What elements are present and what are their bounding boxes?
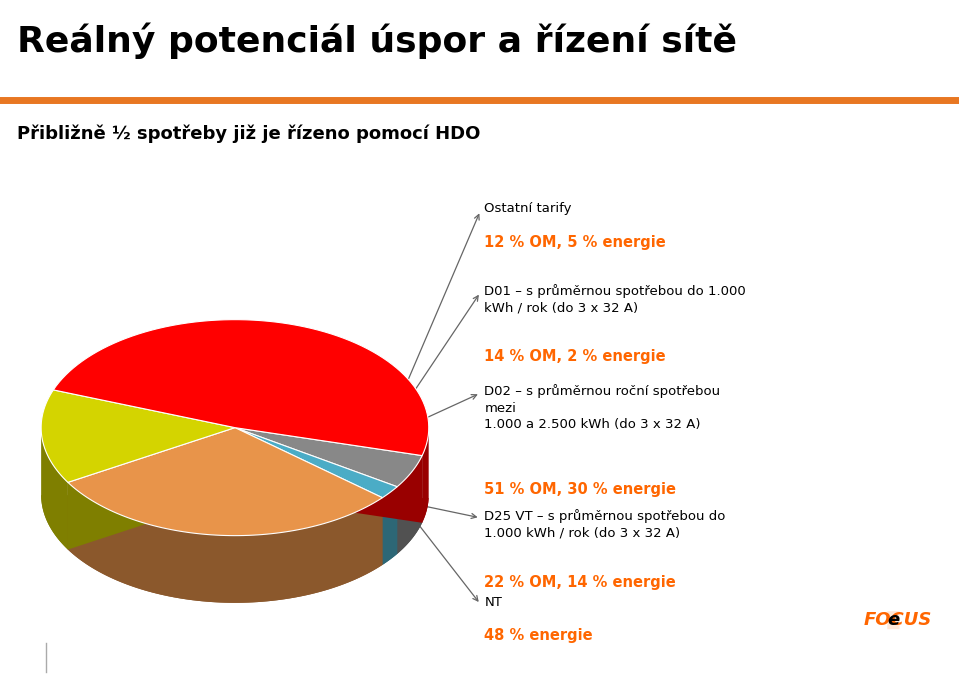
Text: 22 % OM, 14 % energie: 22 % OM, 14 % energie xyxy=(484,575,676,589)
Polygon shape xyxy=(235,495,397,565)
Polygon shape xyxy=(41,428,68,550)
Text: D25 VT – s průměrnou spotřebou do
1.000 kWh / rok (do 3 x 32 A): D25 VT – s průměrnou spotřebou do 1.000 … xyxy=(484,509,726,539)
Polygon shape xyxy=(68,428,235,550)
Polygon shape xyxy=(68,495,383,603)
Text: FOCUS: FOCUS xyxy=(864,611,932,629)
Polygon shape xyxy=(235,495,422,554)
Text: Reálný potenciál úspor a řízení sítě: Reálný potenciál úspor a řízení sítě xyxy=(17,23,737,59)
Polygon shape xyxy=(235,428,422,487)
Text: NT: NT xyxy=(484,596,503,608)
Polygon shape xyxy=(235,428,397,554)
Text: e: e xyxy=(887,611,900,629)
Polygon shape xyxy=(422,431,429,523)
Text: 17: 17 xyxy=(17,650,38,665)
Polygon shape xyxy=(235,428,422,523)
Text: 14 % OM, 2 % energie: 14 % OM, 2 % energie xyxy=(484,349,666,364)
Polygon shape xyxy=(383,487,397,565)
Text: Tarifní statistika 2010 – energie distribuovaná na území ČEZ ČR, segment MOO: Tarifní statistika 2010 – energie distri… xyxy=(56,650,524,665)
Polygon shape xyxy=(41,390,235,483)
Text: Ostatní tarify: Ostatní tarify xyxy=(484,202,572,215)
Polygon shape xyxy=(397,456,422,554)
Polygon shape xyxy=(235,428,397,498)
Polygon shape xyxy=(235,428,383,565)
Text: 51 % OM, 30 % energie: 51 % OM, 30 % energie xyxy=(484,483,676,498)
Polygon shape xyxy=(41,495,235,550)
Polygon shape xyxy=(68,428,235,550)
Polygon shape xyxy=(235,495,429,523)
Polygon shape xyxy=(235,428,383,565)
Polygon shape xyxy=(235,428,397,554)
Polygon shape xyxy=(68,428,383,535)
Polygon shape xyxy=(54,320,429,456)
Text: 12 % OM, 5 % energie: 12 % OM, 5 % energie xyxy=(484,235,667,249)
Text: D01 – s průměrnou spotřebou do 1.000
kWh / rok (do 3 x 32 A): D01 – s průměrnou spotřebou do 1.000 kWh… xyxy=(484,284,746,314)
Text: D02 – s průměrnou roční spotřebou
mezi
1.000 a 2.500 kWh (do 3 x 32 A): D02 – s průměrnou roční spotřebou mezi 1… xyxy=(484,385,720,431)
Text: 48 % energie: 48 % energie xyxy=(484,628,593,644)
Polygon shape xyxy=(68,483,383,603)
Text: Přibližně ½ spotřeby již je řízeno pomocí HDO: Přibližně ½ spotřeby již je řízeno pomoc… xyxy=(17,124,480,143)
Polygon shape xyxy=(235,428,422,523)
